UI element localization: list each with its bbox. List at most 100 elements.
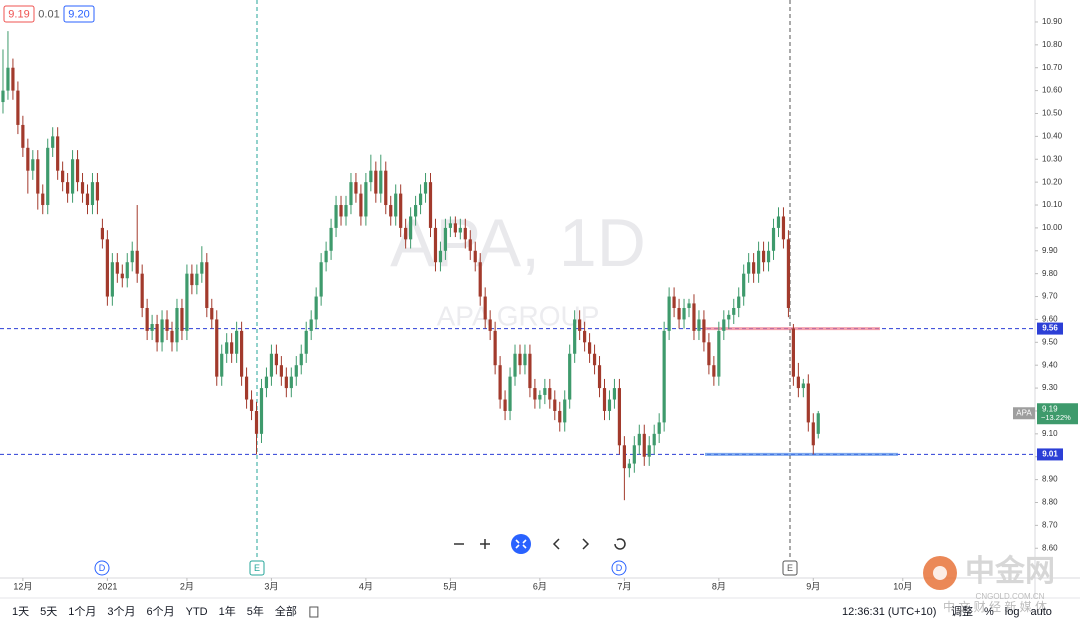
compare-icon[interactable] — [309, 606, 319, 618]
event-marker[interactable] — [94, 560, 110, 576]
candle-body — [75, 159, 80, 183]
candle-body — [61, 170, 65, 183]
candle-body — [776, 216, 781, 228]
y-tick-label: 10.80 — [1042, 40, 1063, 49]
option-button[interactable]: auto — [1030, 606, 1051, 618]
candle-body — [642, 433, 646, 457]
candle-body — [135, 250, 139, 274]
candle-body — [279, 365, 283, 377]
candle-body — [538, 394, 542, 400]
scroll-right[interactable] — [575, 534, 595, 554]
candle-body — [115, 262, 119, 274]
range-button[interactable]: 1个月 — [68, 605, 96, 618]
x-tick-label: 2021 — [97, 581, 117, 591]
candle-body — [150, 324, 154, 331]
candle-body — [95, 182, 100, 201]
range-button[interactable]: 1天 — [12, 606, 29, 618]
candle-body — [578, 319, 582, 331]
candle-body — [622, 445, 626, 469]
x-tick-label: 3月 — [264, 581, 278, 591]
candle-body — [309, 319, 313, 331]
option-button[interactable]: % — [984, 606, 994, 618]
candle-body — [215, 319, 219, 377]
candle-body — [587, 342, 592, 354]
range-button[interactable]: 6个月 — [147, 605, 175, 618]
y-tick-label: 9.80 — [1042, 269, 1058, 278]
candle-body — [264, 376, 269, 389]
candle-body — [21, 124, 25, 148]
range-button[interactable]: 5天 — [40, 606, 57, 618]
logo-slogan: 中 文 财 经 新 媒 体 — [943, 599, 1047, 614]
ask-box — [63, 5, 95, 23]
candle-body — [175, 307, 179, 343]
candle-body — [568, 353, 572, 400]
logo: 中金网 CNGOLD.COM.CN 中 文 财 经 新 媒 体 — [923, 554, 1055, 614]
zoom-controls — [449, 534, 630, 554]
candle-body — [752, 262, 756, 274]
candle-body — [712, 365, 716, 377]
reset[interactable] — [610, 534, 630, 554]
reset-zoom[interactable] — [511, 534, 531, 554]
candle-body — [130, 250, 134, 263]
candle-body — [125, 262, 129, 279]
last-symbol: APA — [1016, 408, 1032, 417]
range-button[interactable]: 全部 — [275, 604, 297, 618]
candle-body — [548, 388, 552, 400]
option-button[interactable]: 调整 — [951, 604, 973, 618]
candle-body — [553, 399, 557, 411]
candle-body — [26, 147, 30, 171]
range-button[interactable]: YTD — [186, 606, 208, 618]
candle-body — [453, 223, 457, 233]
candle-body — [289, 376, 293, 389]
candle-body — [160, 319, 164, 343]
x-tick-label: 5月 — [443, 581, 457, 591]
range-button[interactable]: 1年 — [219, 604, 236, 618]
candle-body — [274, 353, 278, 366]
candle-body — [702, 319, 706, 343]
candle-body — [379, 170, 383, 194]
bid: 9.19 — [8, 8, 29, 20]
candle-body — [155, 324, 159, 343]
candle-body — [448, 223, 452, 228]
icon — [552, 538, 560, 550]
candle-body — [811, 422, 815, 446]
candle-body — [513, 353, 517, 377]
candle-body — [563, 399, 567, 423]
candle-body — [528, 353, 532, 389]
candle-body — [483, 296, 487, 320]
candle-body — [230, 342, 234, 354]
candle-body — [329, 227, 333, 251]
candle-body — [399, 193, 403, 228]
y-tick-label: 8.60 — [1042, 543, 1058, 552]
candle-body — [637, 433, 641, 446]
event-marker[interactable] — [249, 560, 265, 576]
candle-body — [404, 227, 408, 240]
event-marker[interactable] — [782, 560, 798, 576]
candle-body — [727, 314, 731, 320]
icon — [515, 539, 527, 549]
candle-body — [662, 330, 666, 423]
logo-icon — [933, 566, 947, 580]
candle-body — [324, 250, 328, 263]
candle-body — [707, 342, 711, 366]
candle-body — [468, 239, 472, 251]
candle-body — [488, 319, 492, 331]
option-button[interactable]: log — [1005, 606, 1020, 618]
scroll-left[interactable] — [547, 534, 567, 554]
candle-body — [672, 296, 676, 308]
event-marker[interactable] — [611, 560, 627, 576]
candle-body — [6, 67, 10, 91]
last-price-box — [1037, 403, 1078, 425]
candle-body — [498, 365, 502, 400]
range-button[interactable]: 5年 — [247, 604, 264, 618]
icon — [480, 539, 490, 549]
candle-body — [349, 182, 353, 206]
range-button[interactable]: 3个月 — [107, 605, 135, 618]
candle-body — [523, 353, 527, 366]
last-price: 9.19 — [1042, 404, 1058, 413]
candle-body — [359, 193, 363, 217]
candle-body — [170, 330, 174, 343]
candles — [1, 31, 820, 501]
